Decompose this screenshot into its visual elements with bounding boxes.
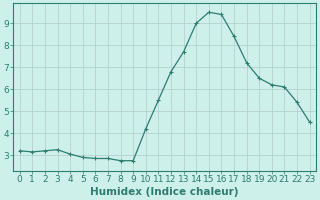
X-axis label: Humidex (Indice chaleur): Humidex (Indice chaleur) xyxy=(91,187,239,197)
